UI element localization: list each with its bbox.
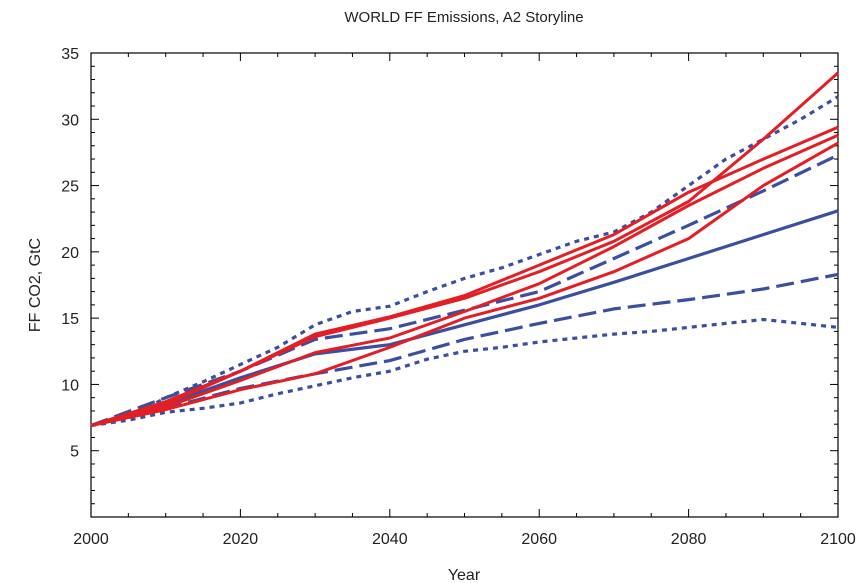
y-tick-label: 30: [61, 112, 79, 129]
series-line-blue-dotted: [90, 317, 839, 428]
x-axis-title: Year: [448, 567, 481, 583]
series-line-red-solid: [90, 133, 839, 427]
plot-frame: [90, 52, 839, 518]
x-tick-label: 2000: [73, 531, 109, 548]
series-layer: [90, 71, 839, 428]
x-tick-label: 2100: [820, 531, 856, 548]
y-tick-label: 15: [61, 311, 79, 328]
x-tick-label: 2040: [372, 531, 408, 548]
y-tick-label: 20: [61, 245, 79, 262]
tick-marks: [90, 52, 839, 518]
series-line-red-solid: [90, 71, 839, 427]
y-tick-label: 25: [61, 179, 79, 196]
x-tick-label: 2080: [671, 531, 707, 548]
tick-labels: 2000 2020 2040 2060 2080 2100 5 10 15 20 25 30 35: [61, 46, 856, 548]
x-tick-label: 2060: [521, 531, 557, 548]
y-tick-label: 10: [61, 377, 79, 394]
series-line-blue-solid: [90, 209, 839, 428]
y-tick-label: 5: [70, 444, 79, 461]
x-tick-label: 2020: [223, 531, 259, 548]
y-tick-label: 35: [61, 46, 79, 63]
series-line-red-solid: [90, 125, 839, 427]
chart-title: WORLD FF Emissions, A2 Storyline: [344, 9, 583, 26]
y-axis-title: FF CO2, GtC: [27, 238, 44, 332]
series-line-blue-dotted: [90, 95, 839, 428]
series-line-red-solid: [90, 141, 839, 427]
